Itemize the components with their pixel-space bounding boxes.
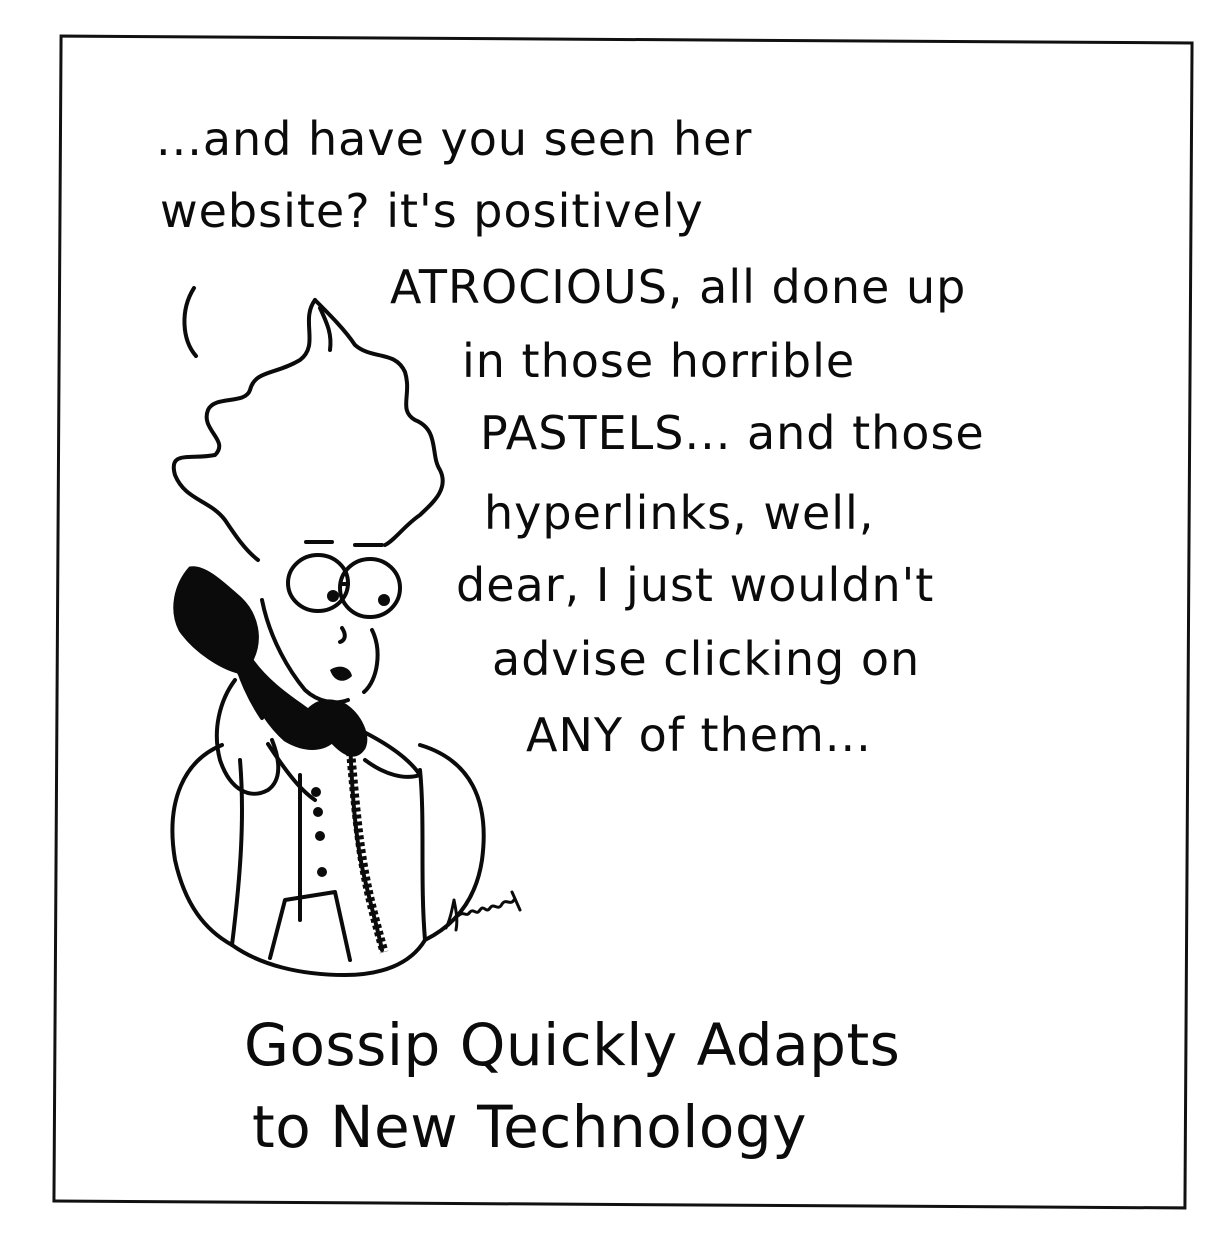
nose xyxy=(338,626,347,644)
shirt-button-3 xyxy=(315,831,325,841)
cord-coils xyxy=(345,744,389,954)
speech-line-1: ...and have you seen her xyxy=(156,112,753,166)
collar-left xyxy=(266,742,317,802)
shirt-button-4 xyxy=(317,867,327,877)
shirt-right xyxy=(418,743,486,942)
speech-line-5: PASTELS... and those xyxy=(480,406,985,460)
mouth xyxy=(330,666,352,681)
shirt-left xyxy=(170,743,234,947)
speech-line-8: advise clicking on xyxy=(492,632,921,686)
collar-right xyxy=(358,728,422,779)
speech-line-2: website? it's positively xyxy=(160,184,704,238)
speech-line-4: in those horrible xyxy=(462,334,856,388)
hand xyxy=(214,678,281,796)
shirt-button-1 xyxy=(311,787,321,797)
right-pupil xyxy=(378,594,390,606)
speech-line-6: hyperlinks, well, xyxy=(484,486,875,540)
telephone-receiver xyxy=(173,566,368,757)
speech-tail-mark xyxy=(182,286,198,358)
right-eye-lens xyxy=(338,557,402,619)
speech-line-7: dear, I just wouldn't xyxy=(456,558,935,612)
cartoon-caption-line-1: Gossip Quickly Adapts xyxy=(244,1011,901,1079)
speech-line-3: ATROCIOUS, all done up xyxy=(390,260,967,314)
hair-outline xyxy=(171,298,317,562)
cartoon-caption-line-2: to New Technology xyxy=(252,1093,807,1161)
shirt-body xyxy=(230,758,427,977)
cheek-line xyxy=(362,628,380,694)
shirt-button-2 xyxy=(313,807,323,817)
speech-line-9: ANY of them... xyxy=(526,708,872,762)
artist-signature xyxy=(444,890,522,932)
left-pupil xyxy=(327,590,339,602)
